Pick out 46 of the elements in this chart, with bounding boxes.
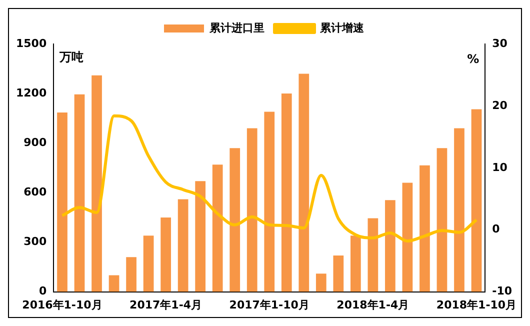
line-series — [60, 114, 478, 242]
bar — [333, 255, 344, 292]
y-axis-title: 万吨 — [58, 50, 84, 64]
bar — [195, 181, 206, 292]
bar — [160, 217, 171, 292]
bar — [316, 274, 326, 292]
y2-tick-label: 0 — [492, 222, 500, 236]
y2-axis-title: % — [467, 52, 480, 66]
legend-label: 累计进口里 — [208, 21, 264, 34]
y2-tick-label: 30 — [492, 36, 508, 50]
y-tick-label: 1200 — [16, 86, 47, 100]
bar — [368, 218, 378, 292]
bar — [454, 128, 464, 292]
bar — [385, 200, 396, 292]
x-tick-label: 2018年1-10月 — [436, 298, 517, 312]
x-tick-label: 2016年1-10月 — [22, 298, 102, 312]
bar — [108, 275, 120, 292]
y-tick-label: 1500 — [16, 36, 47, 50]
x-tick-label: 2017年1-4月 — [130, 298, 202, 312]
y2-tick-label: 10 — [492, 160, 508, 174]
y2-tick-label: -10 — [492, 284, 512, 298]
bar — [92, 75, 102, 292]
legend-label: 累计增速 — [319, 21, 365, 34]
bar — [74, 94, 85, 292]
y2-tick-label: 20 — [492, 98, 508, 112]
bar — [126, 257, 136, 292]
bar — [178, 199, 188, 292]
bar — [246, 128, 258, 292]
bar — [298, 74, 310, 292]
bar — [264, 112, 275, 292]
bar — [471, 109, 482, 292]
y-tick-label: 0 — [38, 284, 47, 298]
y-tick-label: 600 — [24, 186, 47, 199]
bar — [212, 164, 223, 292]
bar — [57, 112, 68, 292]
bar — [436, 148, 448, 292]
bar — [230, 148, 240, 292]
bar — [420, 165, 430, 292]
x-tick-label: 2018年1-4月 — [336, 298, 410, 312]
bar — [350, 236, 361, 292]
bar — [402, 182, 413, 292]
y-tick-label: 300 — [24, 235, 47, 248]
x-tick-label: 2017年1-10月 — [229, 298, 310, 312]
bar — [281, 94, 292, 292]
bar — [143, 236, 154, 292]
y-tick-label: 900 — [24, 136, 47, 149]
